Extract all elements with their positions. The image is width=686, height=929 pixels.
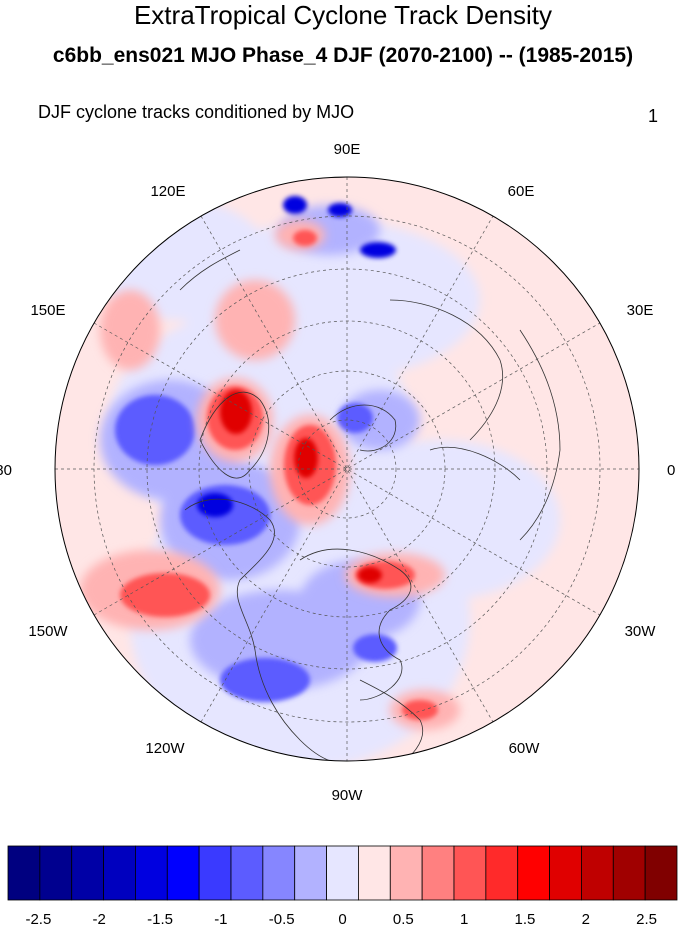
panel-left-label: DJF cyclone tracks conditioned by MJO xyxy=(38,102,355,122)
colorbar-tick-label: -2.5 xyxy=(25,911,51,928)
colorbar-swatch xyxy=(485,845,519,901)
lon-label: 0 xyxy=(667,462,675,479)
colorbar-swatch xyxy=(198,845,232,901)
colorbar-swatch xyxy=(581,845,614,901)
colorbar-swatch xyxy=(39,845,73,901)
lon-label: 150E xyxy=(30,302,65,319)
colorbar-swatch xyxy=(135,845,168,901)
colorbar: -2.5 -2 -1.5 -1 -0.5 0 0.5 1 1.5 2 2.5 xyxy=(7,845,678,928)
colorbar-swatch xyxy=(389,845,423,901)
colorbar-swatch xyxy=(103,845,136,901)
colorbar-swatch xyxy=(230,845,264,901)
colorbar-swatch xyxy=(549,845,582,901)
colorbar-swatch xyxy=(166,845,200,901)
colorbar-tick-label: 0 xyxy=(338,911,346,928)
colorbar-tick-label: 1 xyxy=(460,911,468,928)
colorbar-tick-label: -1.5 xyxy=(147,911,173,928)
lon-label: 60E xyxy=(508,183,535,200)
figure-title: ExtraTropical Cyclone Track Density xyxy=(133,0,553,30)
colorbar-swatch xyxy=(644,845,678,901)
lon-label: 120E xyxy=(150,183,185,200)
colorbar-swatch xyxy=(453,845,487,901)
colorbar-swatch xyxy=(612,845,646,901)
lon-label: 180 xyxy=(0,462,12,479)
colorbar-swatch xyxy=(7,845,41,901)
lon-label: 90E xyxy=(334,141,361,158)
lon-label: 90W xyxy=(332,787,364,804)
colorbar-swatch xyxy=(358,845,391,901)
lon-label: 150W xyxy=(28,623,68,640)
longitude-labels: 90E 60E 30E 0 30W 60W 90W 120W 150W 180 … xyxy=(0,141,675,804)
lon-label: 30E xyxy=(627,302,654,319)
anomaly-field xyxy=(80,177,561,761)
colorbar-tick-label: 1.5 xyxy=(515,911,536,928)
colorbar-tick-label: 2 xyxy=(582,911,590,928)
figure-subtitle: c6bb_ens021 MJO Phase_4 DJF (2070-2100) … xyxy=(52,44,634,67)
map-outline xyxy=(54,176,640,762)
panel-right-label: 1 xyxy=(647,106,658,126)
colorbar-swatch xyxy=(71,845,104,901)
colorbar-swatch xyxy=(421,845,455,901)
lon-label: 120W xyxy=(145,740,185,757)
colorbar-tick-label: 0.5 xyxy=(393,911,414,928)
colorbar-tick-label: -0.5 xyxy=(269,911,295,928)
lon-label: 60W xyxy=(509,740,541,757)
colorbar-swatch xyxy=(262,845,296,901)
colorbar-swatch xyxy=(294,845,327,901)
lon-label: 30W xyxy=(625,623,657,640)
colorbar-tick-label: 2.5 xyxy=(636,911,657,928)
colorbar-swatch xyxy=(517,845,550,901)
colorbar-tick-label: -1 xyxy=(214,911,227,928)
colorbar-swatch xyxy=(326,845,359,901)
longitude-grid xyxy=(55,177,639,761)
colorbar-tick-label: -2 xyxy=(93,911,106,928)
